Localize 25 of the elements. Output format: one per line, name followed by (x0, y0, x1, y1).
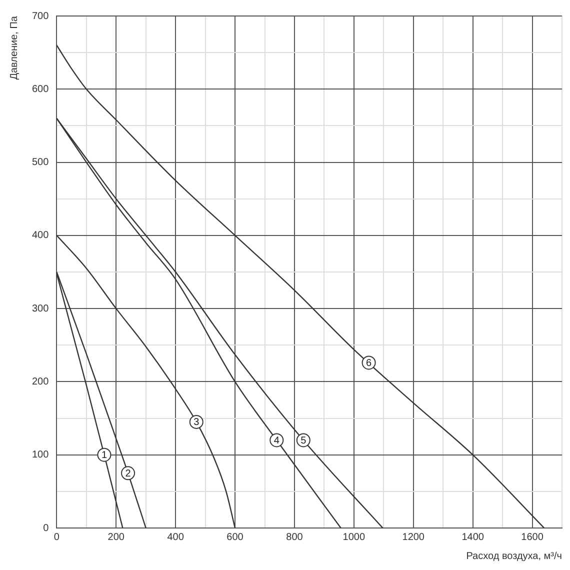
x-tick-label: 600 (226, 532, 244, 543)
y-axis-title: Давление, Па (8, 16, 20, 80)
y-tick-label: 700 (32, 10, 50, 22)
y-tick-label: 100 (32, 450, 50, 461)
y-tick-label: 600 (32, 84, 50, 95)
x-tick-label: 0 (54, 532, 60, 543)
annotation: 4 (274, 435, 280, 446)
x-tick-label: 200 (108, 532, 125, 543)
y-tick-label: 500 (32, 157, 50, 168)
x-tick-label: 400 (167, 532, 184, 543)
x-tick-label: 1600 (521, 532, 544, 543)
annotation: 3 (194, 417, 200, 428)
x-axis-title: Расход воздуха, м³/ч (466, 550, 562, 562)
annotation: 6 (366, 358, 372, 369)
annotation: 2 (125, 468, 132, 480)
y-tick-label: 300 (32, 303, 50, 314)
x-tick-label: 800 (286, 532, 304, 543)
x-tick-label: 1400 (462, 532, 484, 543)
x-tick-label: 1000 (342, 532, 366, 543)
y-tick-label: 0 (43, 522, 50, 534)
y-tick-label: 400 (32, 230, 50, 242)
annotation: 1 (101, 450, 108, 462)
annotation: 5 (300, 435, 307, 446)
x-tick-label: 1200 (402, 532, 425, 543)
y-tick-label: 200 (32, 376, 50, 388)
